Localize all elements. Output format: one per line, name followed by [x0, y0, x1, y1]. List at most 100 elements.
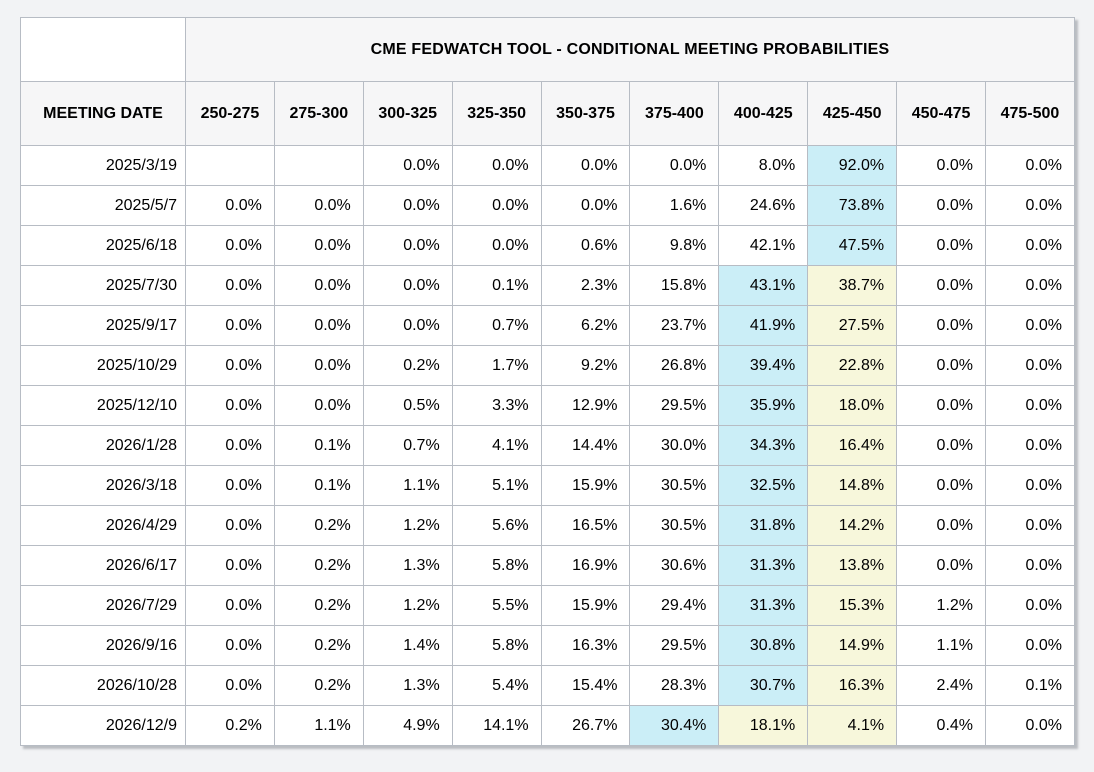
table-row: 2026/7/29 0.0% 0.2% 1.2% 5.5% 15.9% 29.4% 31.3%… — [20, 585, 1075, 626]
probability-cell: 0.4% — [896, 705, 987, 746]
probability-cell: 3.3% — [451, 385, 542, 426]
fedwatch-table-container: CME FEDWATCH TOOL - CONDITIONAL MEETING … — [20, 17, 1075, 746]
rate-range-header: 250-275 — [185, 81, 275, 146]
meeting-date-cell: 2025/9/17 — [20, 305, 186, 346]
probability-cell: 14.2% — [807, 505, 898, 546]
rate-range-header: 275-300 — [273, 81, 364, 146]
probability-cell: 0.0% — [362, 145, 453, 186]
probability-cell: 0.0% — [896, 305, 987, 346]
meeting-date-cell: 2026/9/16 — [20, 625, 186, 666]
probability-cell: 30.5% — [629, 505, 720, 546]
probability-cell: 30.5% — [629, 465, 720, 506]
probability-cell: 5.4% — [451, 665, 542, 706]
probability-cell: 0.2% — [273, 625, 364, 666]
probability-cell: 0.0% — [185, 585, 275, 626]
meeting-date-cell: 2025/12/10 — [20, 385, 186, 426]
table-row: 2025/3/19 0.0% 0.0% 0.0% 0.0% 8.0% 92.0% 0.0% 0.… — [20, 145, 1075, 186]
table-title: CME FEDWATCH TOOL - CONDITIONAL MEETING … — [185, 17, 1075, 82]
probability-cell: 0.0% — [273, 225, 364, 266]
probability-cell: 1.4% — [362, 625, 453, 666]
rate-range-header: 400-425 — [718, 81, 809, 146]
probability-cell: 0.0% — [273, 265, 364, 306]
probability-cell: 1.1% — [273, 705, 364, 746]
probability-cell: 0.0% — [185, 185, 275, 226]
meeting-date-cell: 2025/3/19 — [20, 145, 186, 186]
probability-cell: 0.0% — [540, 145, 631, 186]
probability-cell: 0.0% — [985, 345, 1075, 386]
probability-cell: 16.3% — [540, 625, 631, 666]
probability-cell: 0.0% — [896, 465, 987, 506]
probability-cell: 29.5% — [629, 385, 720, 426]
corner-cell — [20, 17, 186, 82]
probability-cell: 0.0% — [273, 305, 364, 346]
probability-cell: 30.4% — [629, 705, 720, 746]
probability-cell: 14.8% — [807, 465, 898, 506]
probability-cell: 5.8% — [451, 545, 542, 586]
probability-cell: 5.5% — [451, 585, 542, 626]
rate-range-header: 325-350 — [451, 81, 542, 146]
probability-cell: 12.9% — [540, 385, 631, 426]
probability-cell: 41.9% — [718, 305, 809, 346]
table-row: 2025/6/18 0.0% 0.0% 0.0% 0.0% 0.6% 9.8% 42.1% 47… — [20, 225, 1075, 266]
meeting-date-cell: 2025/7/30 — [20, 265, 186, 306]
probability-cell: 47.5% — [807, 225, 898, 266]
probability-cell: 15.4% — [540, 665, 631, 706]
table-row: 2026/10/28 0.0% 0.2% 1.3% 5.4% 15.4% 28.3% 30.7… — [20, 665, 1075, 706]
meeting-date-cell: 2026/12/9 — [20, 705, 186, 746]
probability-cell: 0.2% — [273, 545, 364, 586]
probability-cell: 0.2% — [273, 505, 364, 546]
probability-cell: 5.8% — [451, 625, 542, 666]
probability-cell: 9.2% — [540, 345, 631, 386]
probability-cell: 0.0% — [273, 385, 364, 426]
probability-cell: 0.2% — [273, 585, 364, 626]
probability-cell: 28.3% — [629, 665, 720, 706]
probability-cell: 0.1% — [273, 425, 364, 466]
probability-cell: 0.0% — [185, 545, 275, 586]
title-row: CME FEDWATCH TOOL - CONDITIONAL MEETING … — [20, 17, 1075, 82]
probability-cell: 0.0% — [985, 625, 1075, 666]
probability-cell: 4.9% — [362, 705, 453, 746]
probability-cell: 0.0% — [985, 305, 1075, 346]
probability-cell: 0.0% — [185, 425, 275, 466]
probability-cell: 5.1% — [451, 465, 542, 506]
probability-cell: 0.1% — [451, 265, 542, 306]
probability-cell: 0.0% — [185, 625, 275, 666]
probability-cell: 1.3% — [362, 545, 453, 586]
probability-cell: 23.7% — [629, 305, 720, 346]
probability-cell: 0.1% — [273, 465, 364, 506]
probability-cell: 26.7% — [540, 705, 631, 746]
probability-cell: 16.5% — [540, 505, 631, 546]
probability-cell: 29.5% — [629, 625, 720, 666]
rate-range-header: 425-450 — [807, 81, 898, 146]
probability-cell: 0.0% — [896, 505, 987, 546]
meeting-date-cell: 2026/3/18 — [20, 465, 186, 506]
probability-cell: 30.7% — [718, 665, 809, 706]
meeting-date-cell: 2026/4/29 — [20, 505, 186, 546]
meeting-date-cell: 2025/10/29 — [20, 345, 186, 386]
probability-cell: 31.8% — [718, 505, 809, 546]
table-row: 2026/4/29 0.0% 0.2% 1.2% 5.6% 16.5% 30.5% 31.8%… — [20, 505, 1075, 546]
probability-cell: 14.1% — [451, 705, 542, 746]
probability-cell: 18.0% — [807, 385, 898, 426]
probability-cell: 0.0% — [985, 425, 1075, 466]
probability-cell: 39.4% — [718, 345, 809, 386]
table-row: 2025/10/29 0.0% 0.0% 0.2% 1.7% 9.2% 26.8% 39.4%… — [20, 345, 1075, 386]
probability-cell: 0.7% — [362, 425, 453, 466]
probability-cell: 0.0% — [185, 505, 275, 546]
meeting-date-cell: 2025/6/18 — [20, 225, 186, 266]
table-row: 2026/6/17 0.0% 0.2% 1.3% 5.8% 16.9% 30.6% 31.3%… — [20, 545, 1075, 586]
meeting-date-header: MEETING DATE — [20, 81, 186, 146]
table-row: 2026/9/16 0.0% 0.2% 1.4% 5.8% 16.3% 29.5% 30.8%… — [20, 625, 1075, 666]
probability-cell: 0.0% — [185, 465, 275, 506]
probability-cell: 4.1% — [451, 425, 542, 466]
probability-cell: 15.8% — [629, 265, 720, 306]
probability-cell: 0.0% — [540, 185, 631, 226]
probability-cell: 14.4% — [540, 425, 631, 466]
probability-cell: 0.0% — [896, 265, 987, 306]
probability-cell: 26.8% — [629, 345, 720, 386]
probability-cell: 0.2% — [362, 345, 453, 386]
probability-cell: 16.9% — [540, 545, 631, 586]
probability-cell: 1.1% — [362, 465, 453, 506]
probability-cell: 32.5% — [718, 465, 809, 506]
probability-cell: 0.7% — [451, 305, 542, 346]
